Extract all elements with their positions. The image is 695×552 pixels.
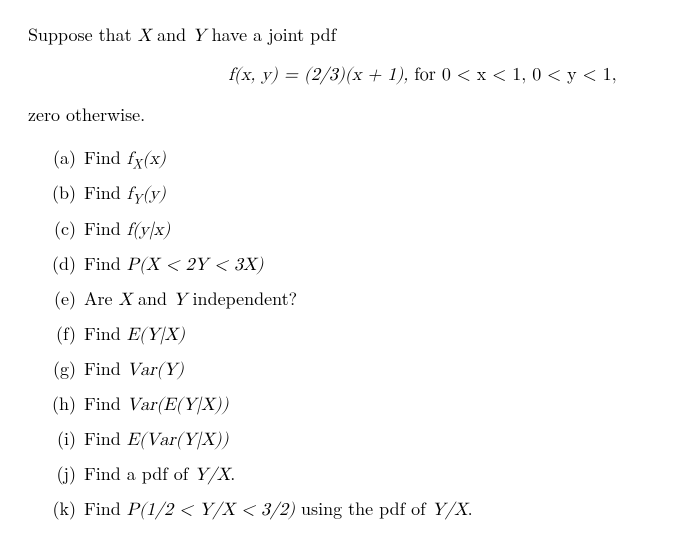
item-label: (a) bbox=[46, 144, 76, 174]
item-mathy: Y bbox=[173, 291, 187, 309]
zero-otherwise: zero otherwise. bbox=[28, 102, 667, 127]
item-a: (a) Find fX(x) bbox=[46, 144, 667, 174]
item-math: f(y|x) bbox=[127, 221, 171, 239]
item-label: (b) bbox=[46, 179, 76, 209]
item-label: (d) bbox=[46, 250, 76, 279]
item-text: Find bbox=[84, 251, 127, 276]
item-label: (k) bbox=[46, 495, 76, 524]
item-content: Find Var(E(Y|X)) bbox=[84, 390, 229, 419]
item-content: Find E(Y|X) bbox=[84, 320, 185, 349]
item-math: Y/X bbox=[194, 466, 230, 484]
item-math1: P(1/2 < Y/X < 3/2) bbox=[127, 501, 295, 519]
item-label: (c) bbox=[46, 215, 76, 244]
item-label: (i) bbox=[46, 425, 76, 454]
item-math: E(Var(Y|X)) bbox=[127, 431, 229, 449]
item-text2: . bbox=[230, 461, 235, 486]
item-k: (k) Find P(1/2 < Y/X < 3/2) using the pd… bbox=[46, 495, 667, 524]
intro-and: and bbox=[151, 22, 192, 47]
item-label: (f) bbox=[46, 320, 76, 349]
item-i: (i) Find E(Var(Y|X)) bbox=[46, 425, 667, 454]
item-text: Find bbox=[84, 216, 127, 241]
item-b: (b) Find fY(y) bbox=[46, 179, 667, 209]
item-c: (c) Find f(y|x) bbox=[46, 215, 667, 244]
item-label: (h) bbox=[46, 390, 76, 419]
item-content: Find E(Var(Y|X)) bbox=[84, 425, 229, 454]
item-content: Find P(1/2 < Y/X < 3/2) using the pdf of… bbox=[84, 495, 473, 524]
item-text: Find bbox=[84, 391, 127, 416]
item-math: P(X < 2Y < 3X) bbox=[127, 256, 264, 274]
item-text: Find bbox=[84, 426, 127, 451]
item-text1: Find bbox=[84, 496, 127, 521]
item-text1: Find a pdf of bbox=[84, 461, 194, 486]
item-mathx: X bbox=[119, 291, 133, 309]
item-text3: independent? bbox=[187, 286, 298, 311]
item-g: (g) Find Var(Y) bbox=[46, 355, 667, 384]
item-label: (g) bbox=[46, 355, 76, 384]
intro-var-y: Y bbox=[192, 27, 206, 45]
item-math: Var(Y) bbox=[127, 361, 184, 379]
intro-text: Suppose that X and Y have a joint pdf bbox=[28, 22, 667, 49]
item-math: E(Y|X) bbox=[127, 326, 185, 344]
item-content: Find f(y|x) bbox=[84, 215, 170, 244]
item-sub: X bbox=[132, 153, 142, 172]
item-h: (h) Find Var(E(Y|X)) bbox=[46, 390, 667, 419]
item-e: (e) Are X and Y independent? bbox=[46, 285, 667, 314]
formula-lhs: f(x, y) = (2/3)(x + 1), bbox=[228, 66, 408, 84]
intro-var-x: X bbox=[138, 27, 152, 45]
item-d: (d) Find P(X < 2Y < 3X) bbox=[46, 250, 667, 279]
item-math2: (y) bbox=[142, 185, 166, 203]
intro-prefix: Suppose that bbox=[28, 22, 138, 47]
item-label: (j) bbox=[46, 460, 76, 489]
item-math2: (x) bbox=[142, 150, 166, 168]
item-f: (f) Find E(Y|X) bbox=[46, 320, 667, 349]
intro-suffix: have a joint pdf bbox=[206, 22, 337, 47]
item-content: Find P(X < 2Y < 3X) bbox=[84, 250, 263, 279]
item-content: Find a pdf of Y/X. bbox=[84, 460, 235, 489]
item-content: Find fX(x) bbox=[84, 144, 166, 174]
item-label: (e) bbox=[46, 285, 76, 314]
item-content: Find fY(y) bbox=[84, 179, 166, 209]
item-math: Var(E(Y|X)) bbox=[127, 396, 229, 414]
question-list: (a) Find fX(x) (b) Find fY(y) (c) Find f… bbox=[28, 144, 667, 525]
item-text2: and bbox=[132, 286, 173, 311]
item-text: Find bbox=[84, 180, 127, 205]
item-content: Find Var(Y) bbox=[84, 355, 184, 384]
item-text: Find bbox=[84, 145, 127, 170]
item-text3: . bbox=[468, 496, 473, 521]
item-text: Find bbox=[84, 321, 127, 346]
item-text2: using the pdf of bbox=[295, 496, 432, 521]
item-sub: Y bbox=[132, 189, 142, 208]
item-j: (j) Find a pdf of Y/X. bbox=[46, 460, 667, 489]
item-content: Are X and Y independent? bbox=[84, 285, 297, 314]
formula-rhs: for 0 < x < 1, 0 < y < 1, bbox=[408, 66, 616, 84]
joint-pdf-formula: f(x, y) = (2/3)(x + 1), for 0 < x < 1, 0… bbox=[178, 63, 667, 88]
item-text: Find bbox=[84, 356, 127, 381]
item-text1: Are bbox=[84, 286, 119, 311]
item-math2: Y/X bbox=[432, 501, 468, 519]
